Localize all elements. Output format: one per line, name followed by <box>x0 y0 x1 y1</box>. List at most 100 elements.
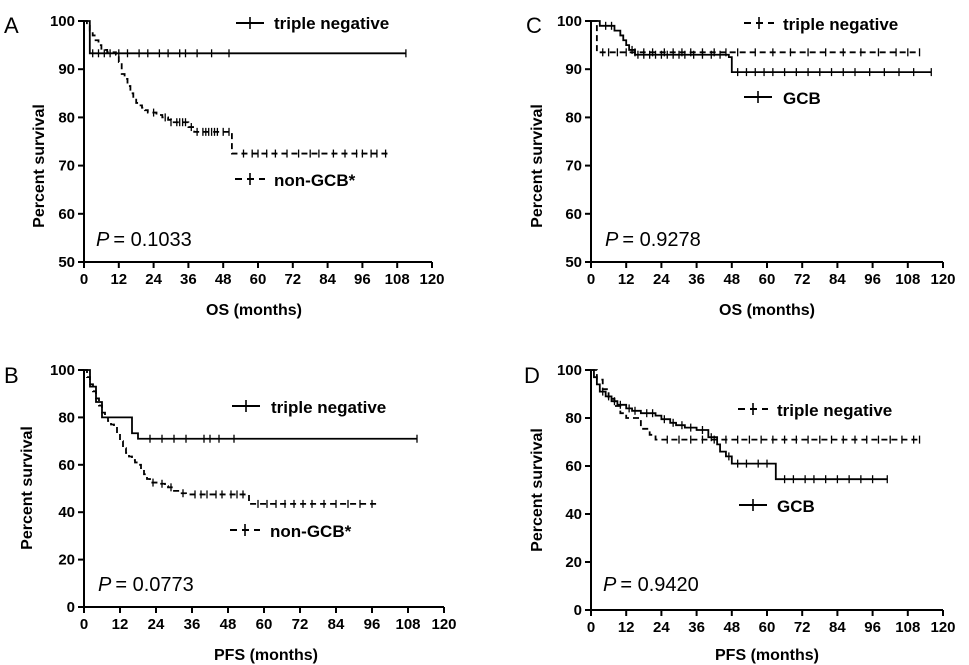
panel-b-legend-label-non-gcb: non-GCB* <box>270 522 352 541</box>
panel-a-x-tick-label: 0 <box>80 271 88 288</box>
panel-d-legend: triple negative GCB <box>738 401 892 516</box>
panel-b-y-tick-label: 100 <box>50 362 75 379</box>
panel-b-y-tick-label: 0 <box>67 599 75 616</box>
panel-b-x-tick-label: 72 <box>292 616 309 633</box>
panel-d-x-tick-label: 48 <box>723 619 740 636</box>
panel-b-pvalue-label: P <box>98 574 112 596</box>
panel-d-plot: 0 12 24 36 48 60 72 84 96 108 120 0 20 40 60 80 100 <box>557 362 956 636</box>
panel-b-x-tick-label: 48 <box>220 616 237 633</box>
panel-c-x-tick-label: 48 <box>723 271 740 288</box>
panel-b-legend: triple negative non-GCB* <box>230 398 386 541</box>
panel-a-x-tick-label: 120 <box>419 271 444 288</box>
panel-d-x-tick-label: 0 <box>587 619 595 636</box>
panel-d-y-axis-title: Percent survival <box>529 428 546 552</box>
panel-a-y-tick-label: 60 <box>58 206 75 223</box>
panel-a-pvalue-value: = 0.1033 <box>113 229 191 251</box>
panel-b-x-tick-label: 84 <box>328 616 345 633</box>
panel-d-x-tick-label: 60 <box>759 619 776 636</box>
panel-d-x-tick-label: 108 <box>895 619 920 636</box>
panel-d-x-tick-label: 24 <box>653 619 670 636</box>
panel-d-y-tick-label: 20 <box>565 554 582 571</box>
panel-b-x-tick-label: 96 <box>364 616 381 633</box>
panel-b-y-axis-title: Percent survival <box>19 426 36 550</box>
panel-a-x-axis-title: OS (months) <box>206 302 302 319</box>
panel-d-pvalue: P = 0.9420 <box>603 574 699 596</box>
panel-b-x-tick-label: 60 <box>256 616 273 633</box>
panel-c-x-tick-label: 72 <box>794 271 811 288</box>
panel-c-plot: 0 12 24 36 48 60 72 84 96 108 120 50 60 70 80 90 100 <box>557 13 956 288</box>
panel-d-x-tick-label: 84 <box>829 619 846 636</box>
panel-d-x-axis-title: PFS (months) <box>715 647 819 664</box>
panel-a-y-axis-title: Percent survival <box>31 104 48 228</box>
panel-c-x-tick-label: 108 <box>895 271 920 288</box>
panel-d-legend-label-gcb: GCB <box>777 497 815 516</box>
panel-c-x-tick-label: 24 <box>653 271 670 288</box>
panel-d-y-tick-label: 80 <box>565 410 582 427</box>
panel-d-x-tick-label: 12 <box>618 619 635 636</box>
panel-a-plot: 0 12 24 36 48 60 72 84 96 108 120 50 60 70 80 90 100 <box>50 13 445 288</box>
panel-b-pvalue-value: = 0.0773 <box>115 574 193 596</box>
panel-a-legend-label-non-gcb: non-GCB* <box>274 171 356 190</box>
panel-b-letter: B <box>4 363 19 388</box>
panel-a-y-tick-label: 70 <box>58 158 75 175</box>
panel-c-y-tick-label: 50 <box>565 254 582 271</box>
panel-a-y-tick-label: 80 <box>58 109 75 126</box>
panel-a-x-tick-label: 60 <box>250 271 267 288</box>
panel-d-series-gcb <box>591 369 888 481</box>
panel-a-legend: triple negative non-GCB* <box>235 14 389 190</box>
panel-b-y-tick-label: 40 <box>58 504 75 521</box>
panel-c-y-tick-label: 60 <box>565 206 582 223</box>
panel-c-y-tick-label: 100 <box>557 13 582 30</box>
panel-c-x-tick-label: 36 <box>688 271 705 288</box>
panel-c-x-tick-label: 120 <box>930 271 955 288</box>
panel-b-x-tick-label: 0 <box>80 616 88 633</box>
panel-a-x-tick-label: 12 <box>110 271 127 288</box>
panel-d-x-tick-label: 72 <box>794 619 811 636</box>
panel-a-y-tick-label: 50 <box>58 254 75 271</box>
panel-c: C Percent survival OS (months) P = 0.9278… <box>526 13 898 319</box>
panel-a-pvalue: P = 0.1033 <box>96 229 192 251</box>
panel-d-legend-label-triple-negative: triple negative <box>777 401 892 420</box>
panel-a-y-tick-label: 90 <box>58 61 75 78</box>
panel-a-x-tick-label: 24 <box>145 271 162 288</box>
panel-d-y-tick-label: 60 <box>565 458 582 475</box>
panel-d-y-tick-label: 40 <box>565 506 582 523</box>
panel-a-series-non-gcb <box>84 20 389 155</box>
panel-d-x-tick-label: 36 <box>688 619 705 636</box>
panel-c-pvalue-value: = 0.9278 <box>622 229 700 251</box>
panel-b-x-tick-label: 36 <box>184 616 201 633</box>
panel-a-x-tick-label: 96 <box>354 271 371 288</box>
panel-b-x-tick-label: 24 <box>148 616 165 633</box>
panel-d-x-tick-label: 120 <box>930 619 955 636</box>
panel-c-legend-label-triple-negative: triple negative <box>783 15 898 34</box>
panel-c-x-tick-label: 60 <box>759 271 776 288</box>
panel-c-x-tick-label: 84 <box>829 271 846 288</box>
panel-c-y-tick-label: 80 <box>565 109 582 126</box>
panel-d-x-tick-label: 96 <box>864 619 881 636</box>
panel-b-x-axis-title: PFS (months) <box>214 647 318 664</box>
panel-b-y-tick-label: 60 <box>58 457 75 474</box>
panel-a-x-tick-label: 84 <box>319 271 336 288</box>
panel-b-y-tick-label: 20 <box>58 552 75 569</box>
panel-b-plot: 0 12 24 36 48 60 72 84 96 108 120 0 20 40 60 80 100 <box>50 362 457 633</box>
panel-b-x-tick-label: 12 <box>112 616 129 633</box>
panel-c-x-tick-label: 12 <box>618 271 635 288</box>
panel-a-y-tick-label: 100 <box>50 13 75 30</box>
panel-c-series-gcb <box>591 20 932 73</box>
panel-a-legend-label-triple-negative: triple negative <box>274 14 389 33</box>
panel-a-pvalue-label: P <box>96 229 110 251</box>
panel-c-legend-label-gcb: GCB <box>783 89 821 108</box>
panel-b-x-tick-label: 120 <box>431 616 456 633</box>
panel-c-pvalue-label: P <box>605 229 619 251</box>
panel-d: D Percent survival PFS (months) P = 0.942… <box>524 363 892 664</box>
panel-b-pvalue: P = 0.0773 <box>98 574 194 596</box>
panel-a-letter: A <box>4 13 19 38</box>
panel-b-y-tick-label: 80 <box>58 409 75 426</box>
panel-c-x-tick-label: 0 <box>587 271 595 288</box>
panel-c-x-axis-title: OS (months) <box>719 302 815 319</box>
panel-d-y-tick-label: 100 <box>557 362 582 379</box>
panel-d-y-tick-label: 0 <box>574 602 582 619</box>
panel-a-x-tick-label: 108 <box>385 271 410 288</box>
